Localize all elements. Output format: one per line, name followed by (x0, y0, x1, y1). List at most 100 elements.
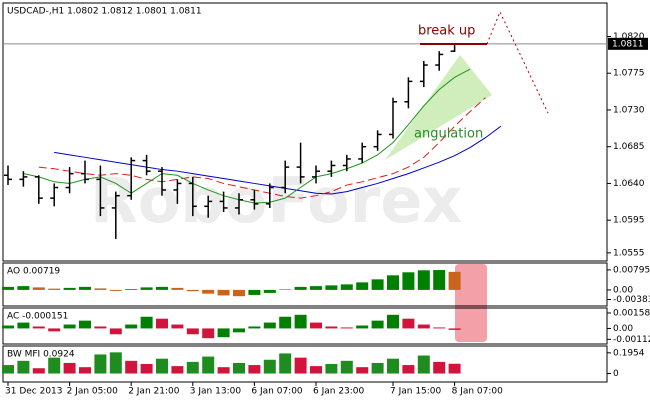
histogram-bar (402, 272, 415, 290)
y-tick-label: 1.0555 (613, 248, 645, 258)
histogram-bar (340, 360, 353, 374)
histogram-bar (233, 328, 245, 333)
histogram-bar (433, 270, 446, 290)
panel-title: USDCAD-,H1 1.0802 1.0812 1.0801 1.0811 (7, 7, 202, 17)
alligator-line (38, 97, 486, 199)
histogram-bar (32, 287, 45, 290)
histogram-bar (310, 366, 322, 374)
histogram-bar (79, 320, 91, 329)
histogram-bar (371, 279, 384, 290)
histogram-bar (279, 289, 292, 290)
y-tick-label: -0.00112 (613, 335, 650, 345)
histogram-bar (448, 271, 461, 290)
x-tick-label: 8 Jan 07:00 (452, 387, 504, 397)
alligator-line (23, 68, 471, 204)
histogram-bar (217, 367, 230, 374)
y-tick-label: 0.1954 (613, 348, 645, 358)
histogram-bar (387, 314, 399, 329)
histogram-bar (340, 284, 353, 290)
histogram-bar (433, 361, 446, 374)
histogram-bar (48, 288, 61, 290)
histogram-bar (94, 326, 107, 329)
histogram-bar (279, 316, 292, 329)
y-tick-label: 0.001589 (613, 308, 650, 318)
histogram-bar (371, 320, 384, 329)
x-tick-label: 6 Jan 07:00 (251, 387, 303, 397)
histogram-bar (263, 322, 276, 329)
histogram-bar (156, 286, 168, 290)
histogram-bar (109, 289, 122, 291)
panel-frame (2, 2, 608, 262)
y-tick-label: 0.00795 (613, 265, 650, 275)
histogram-bar (94, 288, 107, 290)
histogram-bar (32, 368, 45, 374)
annotation: break up (418, 24, 475, 39)
x-tick-label: 31 Dec 2013 (5, 387, 63, 397)
histogram-bar (279, 353, 292, 374)
histogram-bar (233, 289, 245, 297)
histogram-bar (156, 318, 168, 329)
histogram-bar (109, 352, 122, 374)
panel-title: AO 0.00719 (7, 267, 60, 277)
histogram-bar (217, 328, 230, 338)
x-tick-label: 7 Jan 15:00 (390, 387, 442, 397)
histogram-bar (310, 322, 322, 329)
histogram-bar (32, 326, 45, 329)
histogram-bar (156, 358, 168, 374)
histogram-bar (325, 364, 338, 374)
y-tick-label: 1.0640 (613, 179, 645, 189)
x-tick-label: 3 Jan 13:00 (190, 387, 242, 397)
angulation-zone (385, 55, 492, 160)
histogram-bar (310, 286, 322, 290)
y-tick-label: 1.0685 (613, 142, 645, 152)
annotation: angulation (414, 127, 483, 142)
y-tick-label: 1.0595 (613, 216, 645, 226)
histogram-bar (171, 366, 184, 374)
histogram-bar (248, 365, 261, 374)
histogram-bar (171, 287, 184, 290)
histogram-bar (186, 289, 199, 292)
y-tick-label: 1.0775 (613, 69, 645, 79)
histogram-bar (48, 357, 61, 374)
histogram-bar (356, 325, 369, 329)
histogram-bar (417, 270, 430, 290)
histogram-bar (417, 324, 430, 329)
histogram-bar (202, 289, 215, 294)
price-label: 1.0811 (612, 39, 644, 49)
histogram-bar (433, 327, 446, 329)
x-tick-label: 2 Jan 05:00 (67, 387, 119, 397)
histogram-bar (94, 354, 107, 374)
histogram-bar (2, 286, 14, 290)
x-tick-label: 6 Jan 23:00 (313, 387, 365, 397)
histogram-bar (402, 318, 415, 329)
histogram-bar (387, 275, 399, 290)
forecast (486, 10, 549, 114)
histogram-bar (2, 325, 14, 329)
y-tick-label: 0.00 (613, 285, 633, 295)
alligator-line (54, 125, 502, 195)
panel-title: AC -0.000151 (7, 312, 68, 322)
histogram-bar (79, 286, 91, 290)
histogram-bar (248, 326, 261, 329)
histogram-bar (356, 367, 369, 374)
histogram-bar (294, 357, 307, 374)
histogram-bar (387, 358, 399, 374)
histogram-bar (186, 361, 199, 374)
histogram-bar (125, 324, 138, 329)
y-tick-label: 0 (613, 369, 619, 379)
x-tick-label: 2 Jan 21:00 (128, 387, 180, 397)
histogram-bar (294, 286, 307, 290)
histogram-bar (340, 327, 353, 329)
histogram-bar (63, 287, 76, 290)
highlight (455, 264, 487, 342)
histogram-bar (63, 362, 76, 374)
histogram-bar (140, 316, 153, 329)
histogram-bar (217, 289, 230, 296)
histogram-bar (2, 365, 14, 374)
histogram-bar (140, 364, 153, 374)
histogram-bar (48, 328, 61, 332)
y-tick-label: 1.0820 (613, 32, 645, 42)
histogram-bar (63, 324, 76, 329)
